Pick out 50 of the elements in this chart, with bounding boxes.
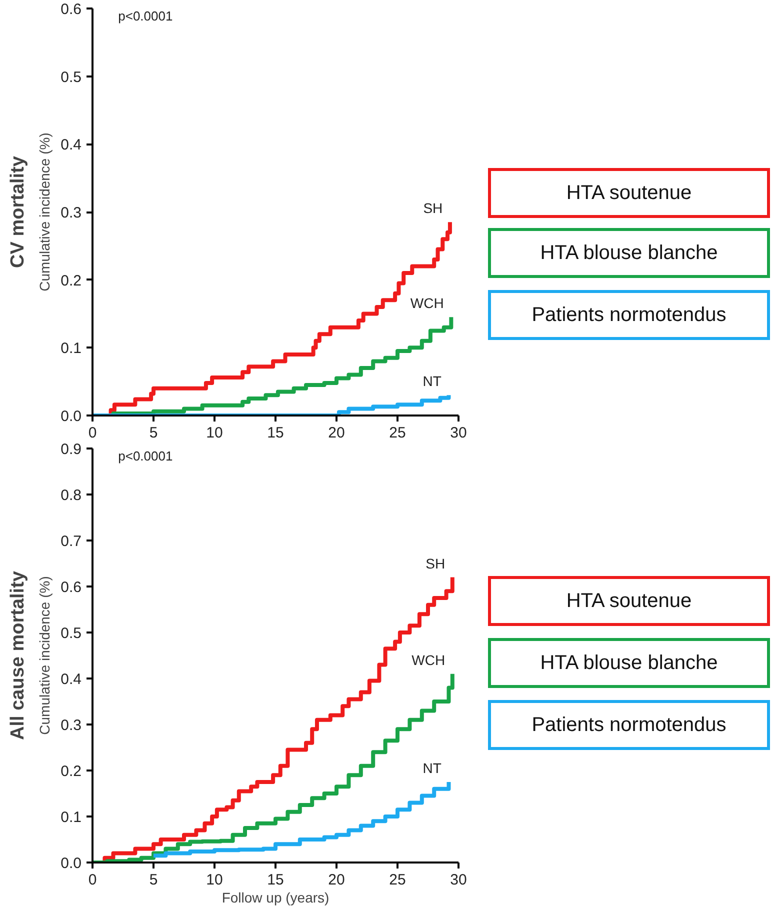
x-tick-label: 25 bbox=[389, 872, 406, 888]
text: CV mortality bbox=[8, 156, 28, 268]
y-tick-label: 0.3 bbox=[60, 717, 82, 734]
y-tick-label: 0.4 bbox=[60, 671, 82, 688]
x-tick-label: 20 bbox=[328, 424, 345, 442]
y-tick-label: 0.5 bbox=[60, 625, 82, 642]
y-axis-title: Cumulative incidence (%) bbox=[36, 132, 53, 292]
x-tick-label: 0 bbox=[88, 872, 97, 888]
y-tick-label: 0.0 bbox=[60, 855, 82, 872]
y-tick-label: 0.6 bbox=[60, 1, 82, 18]
x-tick-label: 5 bbox=[149, 424, 158, 442]
text: Patients normotendus bbox=[488, 700, 770, 750]
y-tick-label: 0.2 bbox=[60, 272, 82, 290]
x-tick-label: 30 bbox=[450, 872, 467, 888]
y-axis-title: Cumulative incidence (%) bbox=[36, 576, 53, 735]
y-tick-label: 0.3 bbox=[60, 204, 82, 222]
y-tick-label: 0.8 bbox=[60, 487, 82, 504]
x-tick-label: 20 bbox=[328, 872, 345, 888]
y-tick-label: 0.9 bbox=[60, 441, 82, 458]
y-tick-label: 0.5 bbox=[60, 68, 82, 86]
text: Patients normotendus bbox=[488, 290, 770, 340]
y-tick-label: 0.4 bbox=[60, 136, 82, 154]
series-label: NT bbox=[422, 760, 442, 776]
text: HTA soutenue bbox=[488, 168, 770, 218]
y-tick-label: 0.0 bbox=[60, 408, 82, 425]
y-tick-label: 0.2 bbox=[60, 763, 82, 780]
series-label: WCH bbox=[410, 295, 444, 312]
text: HTA blouse blanche bbox=[488, 638, 770, 688]
x-tick-label: 15 bbox=[267, 424, 284, 442]
x-tick-label: 25 bbox=[389, 424, 406, 442]
x-tick-label: 30 bbox=[450, 424, 467, 442]
y-tick-label: 0.1 bbox=[60, 809, 82, 826]
y-tick-label: 0.6 bbox=[60, 579, 82, 596]
x-tick-label: 15 bbox=[267, 872, 284, 888]
text: HTA blouse blanche bbox=[488, 228, 770, 278]
x-tick-label: 10 bbox=[206, 872, 223, 888]
x-tick-label: 5 bbox=[149, 872, 158, 888]
text: HTA soutenue bbox=[488, 576, 770, 626]
x-tick-label: 0 bbox=[88, 424, 97, 442]
y-tick-label: 0.7 bbox=[60, 533, 82, 550]
annotation: p<0.0001 bbox=[118, 448, 173, 464]
series-label: SH bbox=[423, 200, 443, 216]
series-label: NT bbox=[422, 373, 442, 390]
y-tick-label: 0.1 bbox=[60, 340, 82, 358]
annotation: p<0.0001 bbox=[118, 8, 173, 24]
text: All cause mortality bbox=[8, 570, 28, 740]
series-label: SH bbox=[426, 555, 446, 572]
x-tick-label: 10 bbox=[206, 424, 223, 442]
x-axis-title: Follow up (years) bbox=[222, 890, 330, 906]
series-label: WCH bbox=[412, 652, 446, 668]
